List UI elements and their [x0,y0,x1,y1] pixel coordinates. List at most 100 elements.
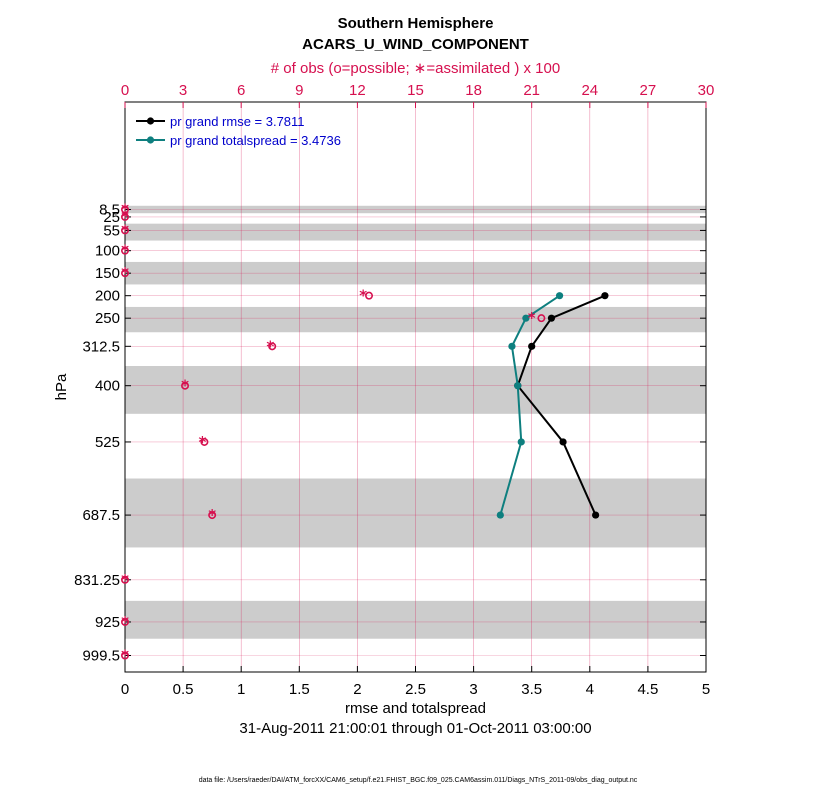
y-tick-label: 55 [103,222,120,239]
x-axis-label: rmse and totalspread [345,700,486,717]
obs-possible-marker [121,269,130,278]
obs-possible-marker [121,617,130,626]
obs-count-markers: ************** [121,201,546,665]
obs-assimilated-marker: * [359,287,367,305]
obs-assimilated-marker: * [121,264,129,282]
obs-possible-marker [121,246,130,255]
obs-possible-marker [537,314,546,323]
top-tick-label: 9 [295,82,303,99]
obs-assimilated-marker: * [121,613,129,631]
obs-possible-marker [268,342,277,351]
x-tick-label: 1 [237,681,245,698]
level-band [125,306,706,333]
series-point [528,342,536,350]
level-band [125,366,706,414]
y-tick-label: 831.25 [74,572,120,589]
top-tick-label: 12 [349,82,366,99]
top-tick-label: 15 [407,82,424,99]
y-tick-label: 525 [95,434,120,451]
y-tick-label: 250 [95,310,120,327]
obs-assimilated-marker: * [266,337,274,355]
y-tick-label: 8.5 [99,202,120,219]
obs-assimilated-marker: * [121,201,129,219]
obs-assimilated-marker: * [121,242,129,260]
obs-assimilated-marker: * [199,433,207,451]
obs-possible-marker [121,205,130,214]
level-band [125,261,706,285]
series-point [514,382,522,390]
series-line [499,294,561,516]
top-tick-label: 3 [179,82,187,99]
series-point [555,292,564,300]
top-tick-label: 24 [581,82,598,99]
top-tick-label: 30 [698,82,715,99]
date-range-label: 31-Aug-2011 21:00:01 through 01-Oct-2011… [239,720,591,737]
top-tick-label: 6 [237,82,245,99]
top-axis-label: # of obs (o=possible; ∗=assimilated ) x … [271,60,560,77]
legend-marker [146,117,155,125]
obs-assimilated-marker: * [121,221,129,239]
y-tick-label: 925 [95,614,120,631]
x-tick-label: 0.5 [173,681,194,698]
legend-entry: pr grand totalspread = 3.4736 [170,133,341,148]
series-point [496,511,504,519]
obs-assimilated-marker: * [121,571,129,589]
top-tick-label: 27 [640,82,657,99]
series-point [547,314,556,322]
obs-possible-marker [121,226,130,235]
level-band [125,205,706,214]
x-tick-label: 4.5 [637,681,658,698]
obs-possible-marker [200,437,209,446]
series-point [592,511,600,519]
chart-subtitle: ACARS_U_WIND_COMPONENT [302,36,529,53]
y-tick-label: 400 [95,378,120,395]
obs-possible-marker [121,651,130,660]
x-tick-label: 2 [353,681,361,698]
level-band [125,223,706,241]
level-band [125,478,706,548]
series-point [508,342,516,350]
y-tick-label: 687.5 [82,507,120,524]
y-tick-label: 100 [95,243,120,260]
chart-title: Southern Hemisphere [338,15,494,32]
series-point [601,292,609,300]
obs-possible-marker [365,291,374,300]
obs-possible-marker [181,381,190,390]
series-point [517,438,525,446]
obs-assimilated-marker: * [528,309,536,327]
x-tick-label: 3 [469,681,477,698]
obs-possible-marker [208,511,217,520]
data-file-footer: data file: /Users/raeder/DAI/ATM_forcXX/… [199,777,638,784]
y-tick-label: 150 [95,265,120,282]
x-tick-label: 1.5 [289,681,310,698]
y-tick-label: 25 [103,209,120,226]
level-band [125,600,706,639]
grid-lines [124,102,707,672]
top-tick-label: 18 [465,82,482,99]
x-tick-label: 3.5 [521,681,542,698]
y-axis-label: hPa [53,373,70,400]
top-tick-label: 0 [121,82,129,99]
series-point [522,314,530,322]
obs-possible-marker [121,212,130,221]
series-line [516,294,606,516]
y-tick-label: 999.5 [82,648,120,665]
legend: pr grand rmse = 3.7811 pr grand totalspre… [136,114,341,148]
legend-entry: pr grand rmse = 3.7811 [170,114,305,129]
x-tick-label: 5 [702,681,710,698]
series-point [559,438,567,446]
x-tick-label: 4 [586,681,594,698]
obs-possible-marker [121,575,130,584]
obs-assimilated-marker: * [181,377,189,395]
legend-marker [146,136,155,144]
y-tick-label: 200 [95,288,120,305]
obs-assimilated-marker: * [121,647,129,665]
obs-assimilated-marker: * [208,506,216,524]
top-tick-label: 21 [523,82,540,99]
obs-assimilated-marker: * [121,208,129,226]
level-bands [125,205,706,639]
x-tick-label: 0 [121,681,129,698]
x-tick-label: 2.5 [405,681,426,698]
axis-ticks: 0 0.5 1 1.5 2 2.5 3 3.5 4 4.5 5 0 3 6 9 12 15 18 21 24 27 30 8… [74,82,714,698]
